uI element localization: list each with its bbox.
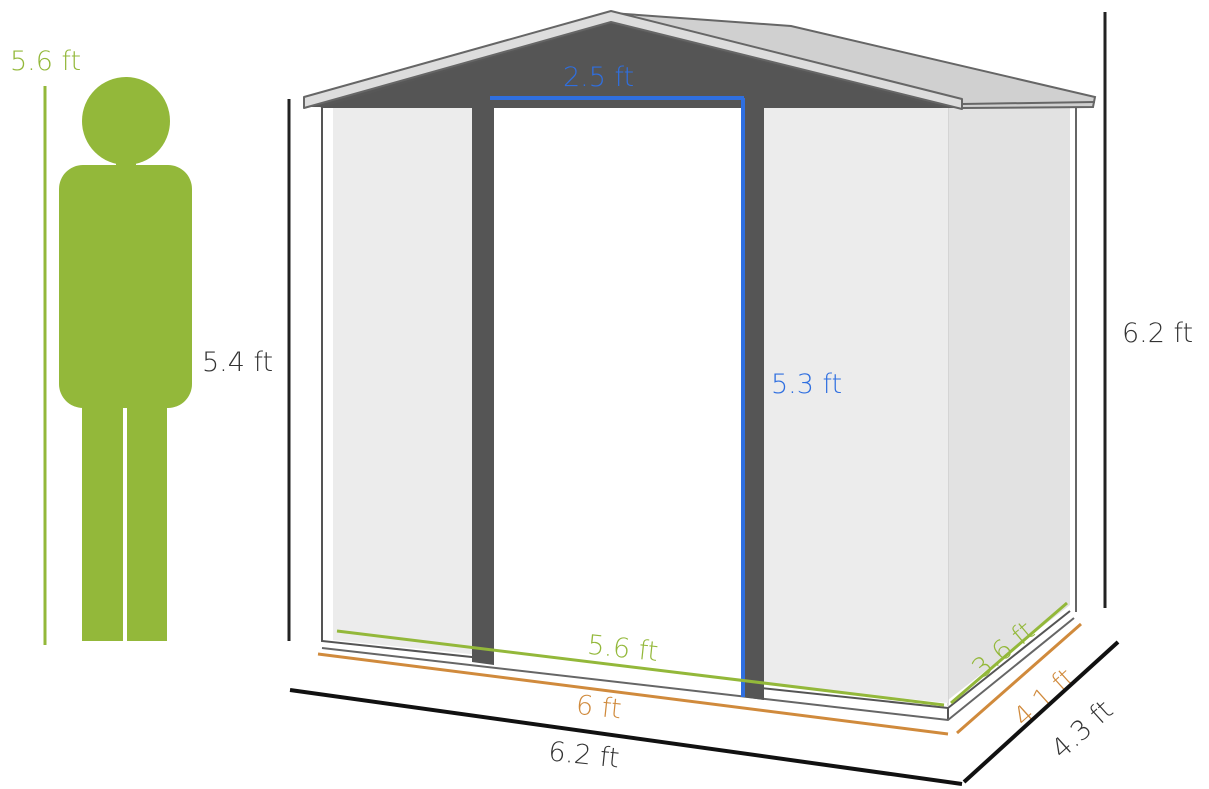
base-width-label: 6 ft [575,690,623,726]
inner-width-label: 5.6 ft [586,630,660,668]
outer-width-label: 6.2 ft [547,736,621,774]
base-width-line [317,652,949,736]
total-height-label: 6.2 ft [1122,318,1193,349]
inner-width-line [336,629,945,707]
shed-door-right-post [742,101,764,700]
shed-base-outline [321,617,1075,722]
outer-depth-line [962,640,1120,784]
wall-height-label: 5.4 ft [202,347,273,378]
door-width-label: 2.5 ft [563,62,634,93]
human-silhouette [59,77,192,641]
shed-roof-eave [303,10,963,110]
human-torso [59,165,192,408]
door-height-label: 5.3 ft [771,369,842,400]
shed-door-opening [494,101,742,693]
human-head [82,77,170,165]
human-right-leg [127,390,167,641]
inner-depth-line [950,601,1068,705]
shed-door-left-post [472,101,494,665]
human-left-leg [82,390,123,641]
human-height-label: 5.6 ft [10,46,81,77]
shed-side-wall [948,103,1070,700]
shed-roof-side-edge [961,101,1096,105]
outer-width-line [289,688,963,786]
base-depth-line [956,622,1082,735]
shed-gable [320,24,943,108]
